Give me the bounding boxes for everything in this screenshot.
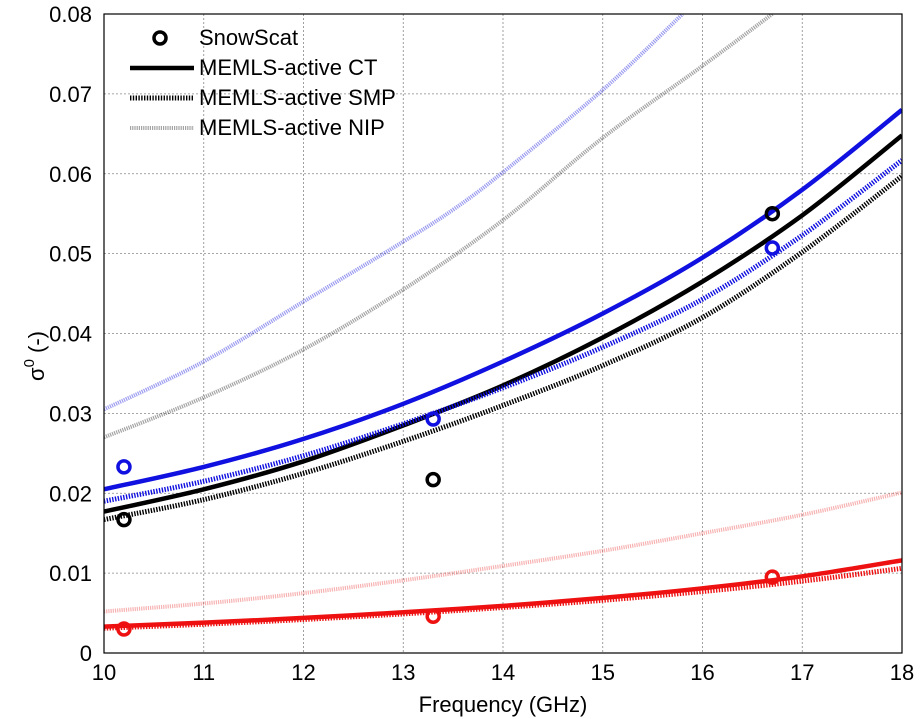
series-line-faint-6 xyxy=(104,490,902,614)
x-tick-label: 13 xyxy=(391,660,415,685)
y-tick-label: 0 xyxy=(80,641,92,666)
y-tick-label: 0.02 xyxy=(49,481,92,506)
data-point xyxy=(425,411,441,427)
series-line-solid-3 xyxy=(104,133,902,514)
legend-label: MEMLS-active SMP xyxy=(199,85,396,110)
x-tick-label: 18 xyxy=(890,660,914,685)
series-line-faint-0 xyxy=(104,14,684,412)
x-tick-label: 12 xyxy=(291,660,315,685)
x-tick-label: 14 xyxy=(491,660,515,685)
x-tick-label: 11 xyxy=(192,660,215,685)
data-point xyxy=(116,511,132,528)
series-layer xyxy=(104,14,902,631)
y-tick-label: 0.03 xyxy=(49,401,92,426)
y-tick-label: 0.06 xyxy=(49,162,92,187)
data-point xyxy=(425,471,441,488)
data-point xyxy=(764,205,781,222)
legend-label: SnowScat xyxy=(199,25,298,50)
x-tick-labels: 10 11 12 13 14 15 16 17 18 xyxy=(92,660,914,685)
series-line-dotted-8 xyxy=(104,565,902,631)
x-tick-label: 15 xyxy=(591,660,615,685)
series-line-dotted-4 xyxy=(104,158,902,504)
y-axis-label: σ0 (-) xyxy=(21,331,49,381)
y-tick-label: 0.07 xyxy=(49,82,92,107)
svg-text:σ0 (-): σ0 (-) xyxy=(21,331,49,381)
data-point xyxy=(425,608,441,625)
series-line-dotted-5 xyxy=(104,174,902,523)
y-tick-labels: 0 0.01 0.02 0.03 0.04 0.05 0.06 0.07 0.08 xyxy=(49,2,92,666)
plot-frame xyxy=(103,13,903,654)
legend-label: MEMLS-active NIP xyxy=(199,115,385,140)
y-axis-label-base: σ xyxy=(24,367,49,381)
series-line-faint-1 xyxy=(104,14,774,440)
data-point xyxy=(116,459,132,475)
y-axis-label-suffix: (-) xyxy=(24,331,49,359)
markers-layer xyxy=(116,205,781,637)
y-tick-label: 0.04 xyxy=(49,322,92,347)
data-point xyxy=(764,569,781,585)
x-tick-label: 16 xyxy=(690,660,714,685)
legend-marker-swatch xyxy=(152,30,168,46)
y-tick-label: 0.01 xyxy=(49,561,92,586)
y-tick-label: 0.05 xyxy=(49,242,92,267)
legend-label: MEMLS-active CT xyxy=(199,55,377,80)
x-axis-label: Frequency (GHz) xyxy=(419,692,588,717)
x-tick-label: 17 xyxy=(790,660,814,685)
y-tick-label: 0.08 xyxy=(49,2,92,27)
series-line-solid-2 xyxy=(104,108,902,492)
data-point xyxy=(116,621,132,637)
data-point xyxy=(764,240,781,256)
y-axis-label-sup: 0 xyxy=(21,359,38,367)
x-tick-label: 10 xyxy=(92,660,116,685)
legend: SnowScat MEMLS-active CT MEMLS-active SMP M… xyxy=(130,25,396,140)
